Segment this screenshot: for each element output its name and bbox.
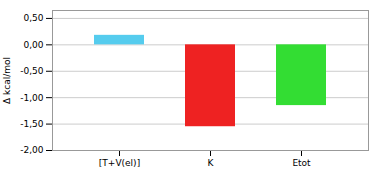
svg-text:0,50: 0,50 (23, 13, 43, 23)
svg-text:Etot: Etot (292, 158, 311, 168)
svg-text:-1,00: -1,00 (20, 93, 44, 103)
svg-text:-2,00: -2,00 (20, 145, 44, 155)
svg-text:Δ kcal/mol: Δ kcal/mol (2, 57, 12, 104)
svg-text:[T+V(el)]: [T+V(el)] (99, 158, 140, 168)
svg-text:0,00: 0,00 (23, 40, 43, 50)
svg-text:-1,50: -1,50 (20, 119, 44, 129)
svg-text:-0,50: -0,50 (20, 66, 44, 76)
svg-text:K: K (208, 158, 215, 168)
